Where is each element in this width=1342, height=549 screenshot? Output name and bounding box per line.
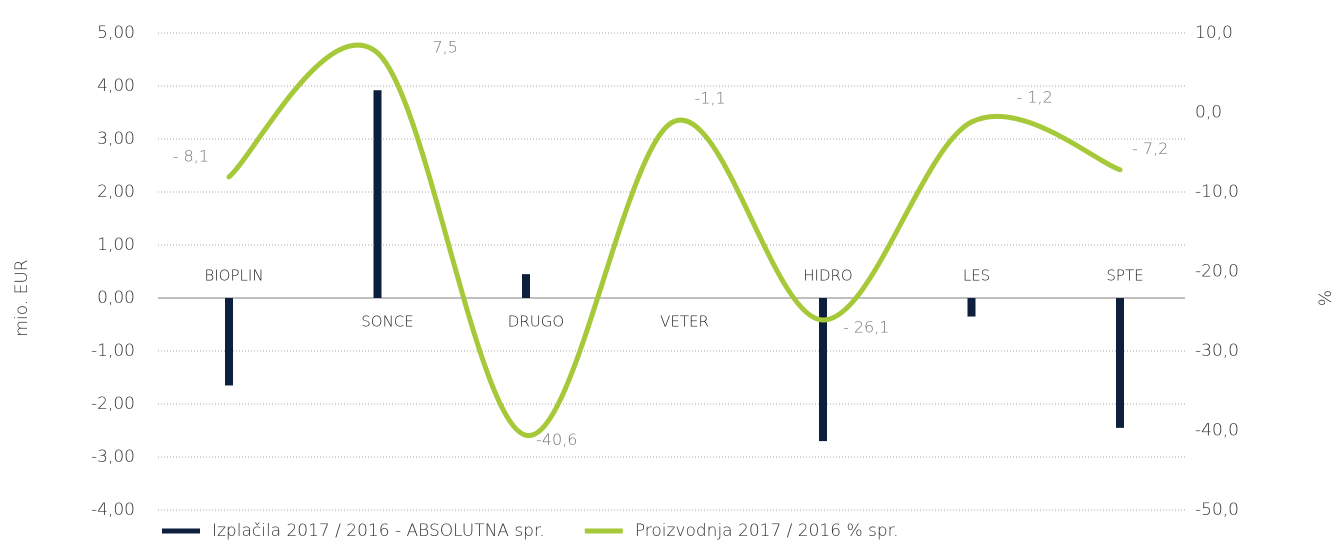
- x-tick-label: VETER: [660, 313, 709, 331]
- y-tick-label: -3,00: [91, 447, 135, 467]
- x-tick-label: SONCE: [361, 313, 414, 331]
- y2-tick-label: -20,0: [1195, 262, 1239, 282]
- bar: [373, 90, 382, 299]
- y2-tick-label: 0,0: [1195, 103, 1222, 123]
- value-label: - 1,2: [1017, 88, 1053, 107]
- y-axis-title: mio. EUR: [12, 259, 32, 336]
- y-tick-label: 2,00: [97, 182, 135, 202]
- legend-label: Proizvodnja 2017 / 2016 % spr.: [635, 521, 899, 541]
- x-tick-label: SPTE: [1106, 267, 1143, 285]
- y-tick-label: -4,00: [91, 500, 135, 520]
- y-tick-label: -2,00: [91, 394, 135, 414]
- value-label: -40,6: [536, 430, 577, 449]
- value-label: - 7,2: [1132, 139, 1168, 158]
- bar: [967, 298, 976, 317]
- value-label: - 8,1: [173, 146, 209, 165]
- y-tick-label: 0,00: [97, 288, 135, 308]
- y2-tick-label: -50,0: [1195, 500, 1239, 520]
- y2-tick-label: -30,0: [1195, 341, 1239, 361]
- value-label: -1,1: [695, 89, 726, 108]
- y2-tick-label: 10,0: [1195, 23, 1233, 43]
- bar: [522, 274, 530, 298]
- x-tick-label: BIOPLIN: [204, 267, 263, 285]
- value-label: 7,5: [433, 37, 458, 56]
- x-tick-label: HIDRO: [803, 267, 852, 285]
- value-label: - 26,1: [843, 317, 889, 336]
- y-tick-label: -1,00: [91, 341, 135, 361]
- bar: [225, 298, 233, 386]
- y2-tick-label: -10,0: [1195, 182, 1239, 202]
- y-tick-label: 4,00: [97, 76, 135, 96]
- bar: [1116, 298, 1124, 428]
- y-tick-label: 1,00: [97, 235, 135, 255]
- line: [226, 42, 1123, 438]
- x-tick-label: DRUGO: [508, 313, 564, 331]
- y-tick-label: 5,00: [97, 23, 135, 43]
- legend-label: Izplačila 2017 / 2016 - ABSOLUTNA spr.: [212, 521, 545, 541]
- y2-axis-title: %: [1316, 290, 1336, 306]
- y-tick-label: 3,00: [97, 129, 135, 149]
- x-tick-label: LES: [963, 267, 990, 285]
- y2-tick-label: -40,0: [1195, 421, 1239, 441]
- bar: [819, 298, 827, 442]
